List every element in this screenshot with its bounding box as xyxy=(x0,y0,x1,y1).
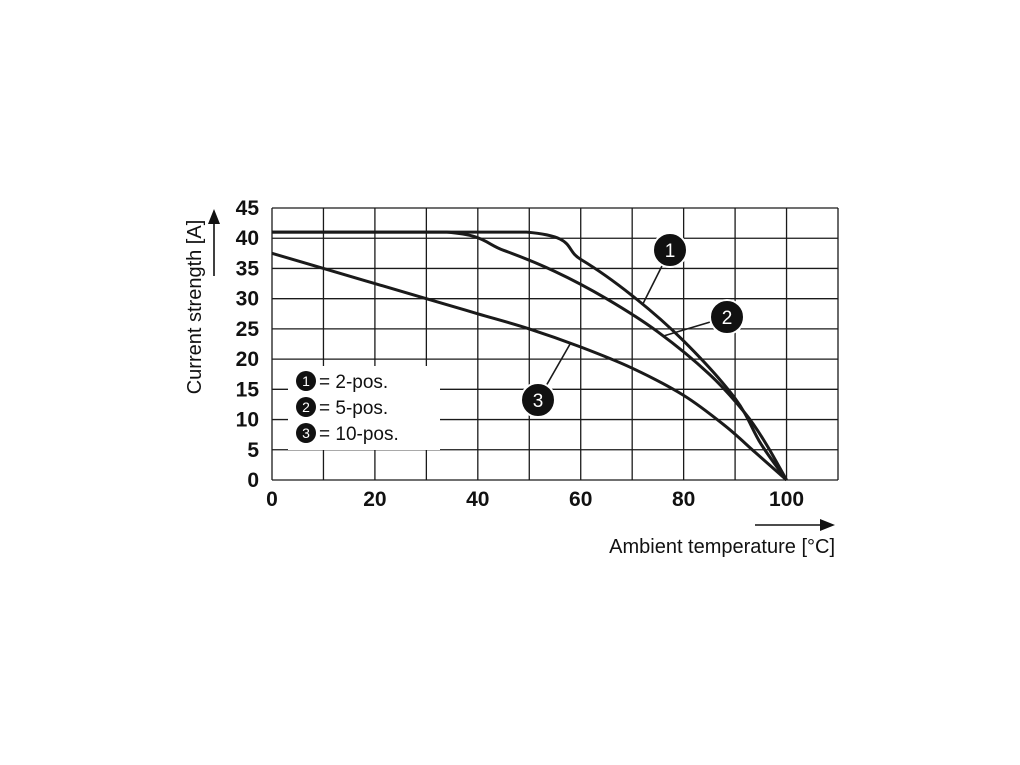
series-line-3 xyxy=(271,251,788,482)
y-axis-title: Current strength [A] xyxy=(184,220,206,395)
x-tick-label: 20 xyxy=(363,488,386,511)
callout-badge xyxy=(652,232,688,268)
legend-badge xyxy=(296,397,316,417)
series-line-1 xyxy=(272,230,788,481)
series-line-2 xyxy=(272,230,788,481)
legend-badge xyxy=(296,423,316,443)
legend-entry-label: = 10-pos. xyxy=(319,424,399,445)
callout-number: 2 xyxy=(722,308,733,329)
callout-number: 1 xyxy=(665,241,676,262)
callout-badge xyxy=(520,382,556,418)
legend-entry-label: = 5-pos. xyxy=(319,398,388,419)
callouts: 1 2 3 xyxy=(520,232,745,418)
grid xyxy=(271,207,839,481)
axis-titles: Current strength [A] Ambient temperature… xyxy=(184,209,835,558)
tick-labels: 0 20 40 60 80 100 0 5 10 15 20 25 30 35 40 45 xyxy=(236,197,804,511)
x-axis-arrow-head xyxy=(820,519,835,531)
y-tick-label: 25 xyxy=(236,318,260,341)
y-axis-arrow-head xyxy=(208,209,220,224)
legend-badge-number: 2 xyxy=(302,399,310,415)
y-tick-label: 35 xyxy=(236,257,260,280)
legend-badge xyxy=(296,371,316,391)
x-tick-label: 0 xyxy=(266,488,278,511)
legend-badge-number: 3 xyxy=(302,425,310,441)
legend: 1 = 2-pos. 2 = 5-pos. 3 = 10-pos. xyxy=(288,366,440,450)
callout-number: 3 xyxy=(533,391,544,412)
legend-badge-number: 1 xyxy=(302,373,310,389)
series-lines xyxy=(271,230,788,482)
x-tick-label: 40 xyxy=(466,488,489,511)
x-tick-label: 60 xyxy=(569,488,592,511)
y-tick-label: 40 xyxy=(236,227,259,250)
y-tick-label: 20 xyxy=(236,348,259,371)
legend-entry-label: = 2-pos. xyxy=(319,372,388,393)
x-axis-title: Ambient temperature [°C] xyxy=(609,536,835,558)
y-tick-label: 0 xyxy=(247,469,259,492)
y-tick-label: 5 xyxy=(247,439,259,462)
x-tick-label: 80 xyxy=(672,488,695,511)
y-tick-label: 10 xyxy=(236,409,259,432)
y-tick-label: 30 xyxy=(236,288,259,311)
callout-badge xyxy=(709,299,745,335)
x-tick-label: 100 xyxy=(769,488,804,511)
y-tick-label: 45 xyxy=(236,197,260,220)
y-tick-label: 15 xyxy=(236,378,260,401)
